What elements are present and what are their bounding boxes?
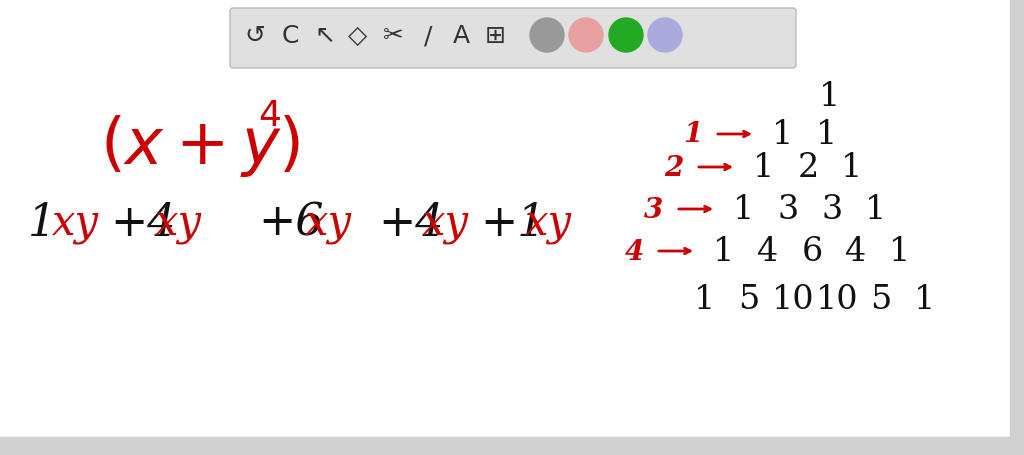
Text: A: A — [453, 24, 470, 48]
Text: ◇: ◇ — [348, 24, 368, 48]
Text: 4: 4 — [758, 236, 778, 268]
Text: +4: +4 — [110, 201, 176, 244]
Circle shape — [609, 19, 643, 53]
Text: ↖: ↖ — [314, 24, 336, 48]
Circle shape — [530, 19, 564, 53]
Text: /: / — [424, 24, 432, 48]
Text: $(x+y)$: $(x+y)$ — [100, 113, 300, 179]
Text: +4: +4 — [378, 201, 443, 244]
Text: 1: 1 — [683, 121, 702, 148]
Text: 1: 1 — [733, 193, 755, 226]
FancyBboxPatch shape — [230, 9, 796, 69]
Text: xy: xy — [155, 202, 202, 243]
Text: 1: 1 — [754, 152, 774, 184]
Text: 1: 1 — [694, 283, 716, 315]
Text: 4: 4 — [846, 236, 866, 268]
Text: 3: 3 — [821, 193, 843, 226]
Text: xy: xy — [525, 202, 572, 243]
Text: 1: 1 — [772, 119, 794, 151]
Text: xy: xy — [305, 202, 352, 243]
Text: ✂: ✂ — [383, 24, 403, 48]
Text: 6: 6 — [802, 236, 822, 268]
Text: 1: 1 — [865, 193, 887, 226]
Circle shape — [569, 19, 603, 53]
Text: 1: 1 — [890, 236, 910, 268]
Text: xy: xy — [52, 202, 99, 243]
Text: 3: 3 — [644, 196, 664, 223]
Text: 5: 5 — [870, 283, 892, 315]
Text: 4: 4 — [625, 238, 644, 265]
Text: 10: 10 — [772, 283, 814, 315]
Text: +1: +1 — [480, 201, 546, 244]
Text: +6: +6 — [258, 201, 324, 244]
Text: $4$: $4$ — [258, 99, 281, 133]
Text: 1: 1 — [714, 236, 734, 268]
Bar — [1010, 0, 1024, 455]
Text: ⊞: ⊞ — [484, 24, 506, 48]
Text: 5: 5 — [738, 283, 760, 315]
Text: xy: xy — [422, 202, 469, 243]
Text: 3: 3 — [777, 193, 799, 226]
Text: 2: 2 — [798, 152, 818, 184]
Text: 1: 1 — [28, 201, 56, 244]
Text: 2: 2 — [665, 154, 684, 181]
Circle shape — [648, 19, 682, 53]
Text: 10: 10 — [816, 283, 858, 315]
Text: ↺: ↺ — [245, 24, 265, 48]
Text: 1: 1 — [842, 152, 862, 184]
Text: 1: 1 — [914, 283, 936, 315]
Text: C: C — [282, 24, 299, 48]
Bar — [0, 437, 1024, 455]
Text: 1: 1 — [819, 81, 841, 113]
Text: 1: 1 — [816, 119, 838, 151]
